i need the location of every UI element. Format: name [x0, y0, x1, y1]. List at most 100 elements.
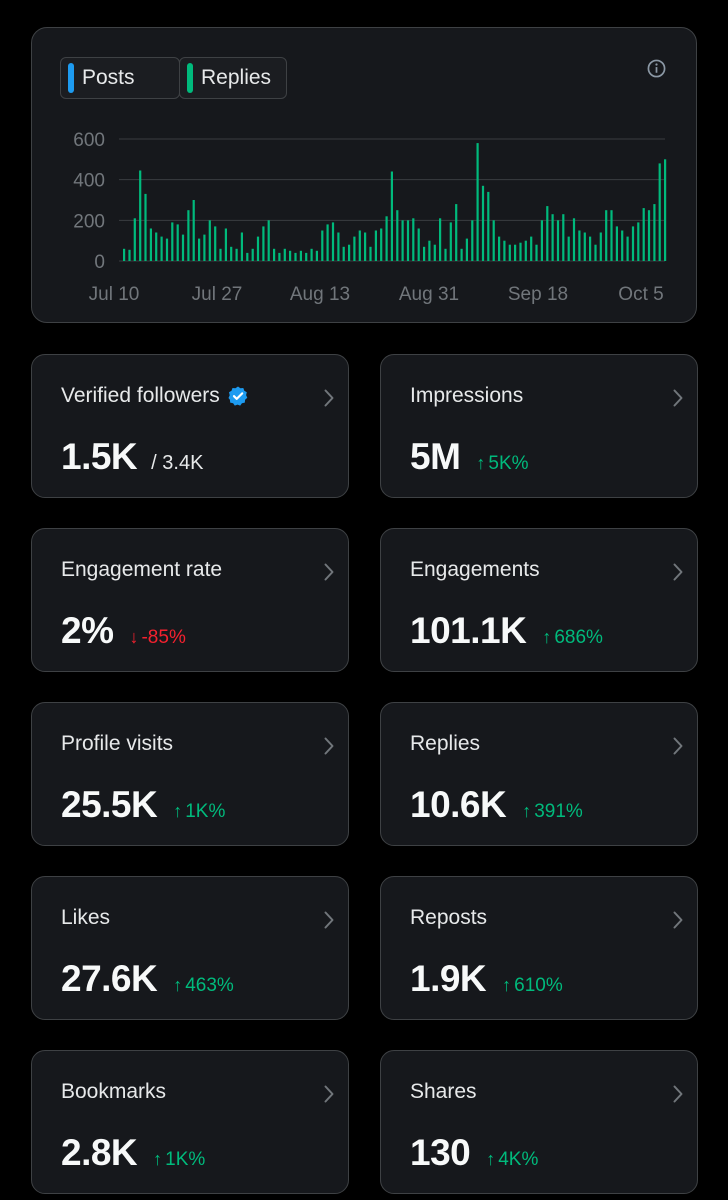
y-tick-label: 0	[94, 252, 105, 273]
legend-posts-label: Posts	[82, 66, 135, 89]
chart-bar	[471, 220, 474, 261]
chart-bar	[401, 220, 404, 261]
metric-change-value: -85%	[141, 627, 186, 648]
metric-card-replies[interactable]: Replies 10.6K ↑ 391%	[380, 702, 698, 846]
chart-bar	[396, 210, 399, 261]
chevron-right-icon	[324, 389, 334, 407]
chart-bar	[546, 206, 549, 261]
arrow-down-icon: ↓	[129, 627, 139, 647]
chart-bar	[187, 210, 190, 261]
metric-value: 130	[410, 1132, 471, 1173]
chevron-right-icon	[673, 911, 683, 929]
metric-card-likes[interactable]: Likes 27.6K ↑ 463%	[31, 876, 349, 1020]
y-tick-label: 400	[73, 171, 105, 192]
metric-value: 10.6K	[410, 784, 507, 825]
chart-bar	[358, 230, 361, 261]
metric-card-reposts[interactable]: Reposts 1.9K ↑ 610%	[380, 876, 698, 1020]
chart-bar	[535, 244, 538, 261]
chart-bar	[658, 163, 661, 261]
metric-value-row: 2.8K ↑ 1K%	[61, 1132, 205, 1174]
chart-bar	[664, 159, 667, 261]
metric-change: ↑ 1K%	[173, 801, 225, 823]
metric-change: ↑ 610%	[502, 975, 563, 997]
chart-bar	[444, 248, 447, 261]
chart-bar	[423, 246, 426, 261]
chart-bar	[181, 234, 185, 261]
metric-value: 25.5K	[61, 784, 158, 825]
metric-card-verified-followers[interactable]: Verified followers 1.5K / 3.4K	[31, 354, 349, 498]
metric-value-row: 5M ↑ 5K%	[410, 436, 529, 478]
chart-bar	[348, 244, 351, 261]
legend-replies-label: Replies	[201, 66, 272, 89]
metric-value-row: 27.6K ↑ 463%	[61, 958, 234, 1000]
arrow-up-icon: ↑	[153, 1149, 163, 1169]
analytics-chart-card: Posts Replies 600 400 200 0 Jul 10 Jul 27 Aug …	[31, 27, 697, 323]
chart-bar	[219, 248, 222, 261]
replies-swatch	[187, 63, 193, 93]
chart-bar	[176, 224, 179, 261]
chart-bar	[235, 248, 238, 261]
x-tick-label: Oct 5	[618, 284, 663, 305]
y-tick-label: 600	[73, 130, 105, 151]
chevron-right-icon	[324, 563, 334, 581]
chart-bar	[337, 232, 340, 261]
metric-label-text: Replies	[410, 732, 481, 755]
chart-bar	[139, 170, 142, 261]
legend-posts-toggle[interactable]: Posts	[60, 57, 180, 99]
chart-bar	[331, 222, 335, 261]
chart-bar	[551, 214, 554, 261]
chart-bar	[503, 240, 506, 261]
chart-bar	[594, 244, 597, 261]
metric-change: ↑ 463%	[173, 975, 234, 997]
chart-bar	[642, 208, 645, 261]
metric-label-text: Profile visits	[61, 732, 174, 755]
chart-bar	[519, 242, 522, 261]
metric-label: Replies	[410, 732, 480, 756]
chart-bar	[380, 228, 383, 261]
chart-bar	[374, 230, 377, 261]
metric-change-value: 686%	[554, 627, 603, 648]
chart-bar	[653, 204, 656, 261]
chart-bar	[567, 236, 570, 261]
chart-bar	[203, 234, 206, 261]
metric-card-engagements[interactable]: Engagements 101.1K ↑ 686%	[380, 528, 698, 672]
metric-card-bookmarks[interactable]: Bookmarks 2.8K ↑ 1K%	[31, 1050, 349, 1194]
chart-bar	[406, 220, 410, 261]
chart-bar	[278, 252, 281, 261]
metric-change: ↑ 686%	[542, 627, 603, 649]
chart-bar	[460, 248, 463, 261]
chart-bar	[267, 220, 270, 261]
chart-bar	[572, 218, 576, 261]
chart-bar	[208, 220, 211, 261]
chart-bar	[562, 214, 565, 261]
chart-bar	[294, 252, 297, 261]
chart-bar	[160, 236, 163, 261]
metric-card-engagement-rate[interactable]: Engagement rate 2% ↓ -85%	[31, 528, 349, 672]
chevron-right-icon	[324, 1085, 334, 1103]
metric-label-text: Verified followers	[61, 384, 220, 407]
metric-value: 2%	[61, 610, 114, 651]
chart-bar	[433, 244, 436, 261]
metric-label-text: Likes	[61, 906, 111, 929]
legend-replies-toggle[interactable]: Replies	[179, 57, 287, 99]
metric-label: Reposts	[410, 906, 487, 930]
chart-bar	[599, 232, 602, 261]
metric-label-text: Reposts	[410, 906, 488, 929]
x-tick-label: Jul 10	[89, 284, 140, 305]
chart-bar	[621, 230, 624, 261]
metric-card-profile-visits[interactable]: Profile visits 25.5K ↑ 1K%	[31, 702, 349, 846]
metric-value: 1.5K	[61, 436, 138, 477]
chart-bar	[198, 238, 201, 261]
chart-bar	[342, 246, 345, 261]
metric-change: ↑ 391%	[522, 801, 583, 823]
chart-bar	[610, 210, 613, 261]
metric-label: Profile visits	[61, 732, 173, 756]
info-icon[interactable]	[647, 59, 666, 78]
chart-bar	[631, 226, 635, 261]
metric-card-impressions[interactable]: Impressions 5M ↑ 5K%	[380, 354, 698, 498]
metric-card-shares[interactable]: Shares 130 ↑ 4K%	[380, 1050, 698, 1194]
chart-bar	[224, 228, 227, 261]
chevron-right-icon	[324, 737, 334, 755]
metric-change: ↑ 1K%	[153, 1149, 205, 1171]
chart-bar	[128, 249, 131, 261]
